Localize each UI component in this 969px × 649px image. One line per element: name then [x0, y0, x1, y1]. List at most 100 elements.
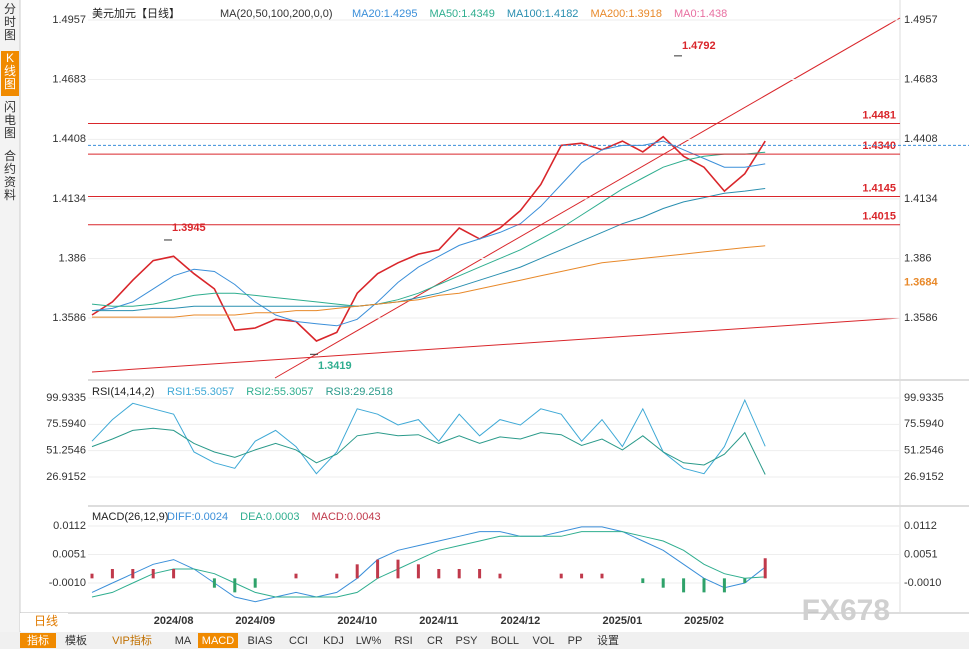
y-tick-label-right: 1.4683 [904, 73, 938, 85]
macd-bar [763, 558, 767, 579]
sidebar-tab[interactable]: 合约资料 [4, 148, 16, 202]
toolbar-tab[interactable]: MACD [202, 635, 234, 647]
y-tick-label: 51.2546 [46, 445, 86, 457]
y-tick-label-right: 1.3586 [904, 312, 938, 324]
x-tick-label: 2024/09 [235, 615, 275, 627]
x-tick-label: 2024/08 [154, 615, 194, 627]
toolbar-tab[interactable]: VIP指标 [112, 633, 152, 647]
macd-bar [722, 578, 726, 593]
y-tick-label: 1.4134 [52, 193, 86, 205]
toolbar-tab[interactable]: RSI [394, 635, 412, 647]
sidebar [0, 0, 20, 649]
toolbar-tab[interactable]: KDJ [323, 635, 344, 647]
watermark: FX678 [802, 594, 890, 627]
y-tick-label-right: 1.4408 [904, 133, 938, 145]
sidebar-tab[interactable]: 分时图 [4, 2, 16, 42]
series-line [91, 151, 766, 307]
legend-entry: RSI1:55.3057 [167, 386, 234, 398]
x-tick-label: 2024/10 [337, 615, 377, 627]
legend-entry: MA200:1.3918 [590, 8, 662, 20]
toolbar-tab[interactable]: CR [427, 635, 443, 647]
macd-bar [212, 578, 216, 588]
annotation-label: 1.3945 [172, 222, 206, 234]
legend-entry: MA100:1.4182 [507, 8, 579, 20]
legend-entry: MACD:0.0043 [311, 511, 380, 523]
y-tick-label: 26.9152 [46, 471, 86, 483]
legend-entry: MA50:1.4349 [429, 8, 494, 20]
macd-bar [457, 568, 461, 579]
macd-bar [396, 559, 400, 579]
macd-bar [641, 578, 645, 584]
y-tick-label-right: 51.2546 [904, 445, 944, 457]
sidebar-tab[interactable]: 闪电图 [4, 100, 16, 140]
macd-bar [110, 568, 114, 579]
legend-entry: DIFF:0.0024 [167, 511, 228, 523]
y-tick-label: 99.9335 [46, 392, 86, 404]
macd-bar [702, 578, 706, 593]
macd-bar [294, 573, 298, 579]
macd-bar [661, 578, 665, 588]
indicator-label: MA(20,50,100,200,0,0) [220, 8, 333, 20]
toolbar-tab[interactable]: PP [568, 635, 583, 647]
macd-bar [131, 568, 135, 579]
legend-entry: MA20:1.4295 [352, 8, 417, 20]
level-label: 1.4340 [862, 140, 896, 152]
toolbar-tab[interactable]: VOL [532, 635, 554, 647]
toolbar-tab[interactable]: 设置 [597, 634, 619, 647]
series-line [91, 531, 766, 598]
series-line [91, 427, 766, 475]
macd-bar [580, 573, 584, 579]
x-tick-label: 2024/11 [419, 615, 458, 627]
toolbar-tab[interactable]: PSY [455, 635, 478, 647]
macd-bar [498, 573, 502, 579]
y-tick-label-right: 75.5940 [904, 418, 944, 430]
level-label: 1.4015 [862, 211, 896, 223]
panel-title: MACD(26,12,9) [92, 511, 168, 523]
macd-bar [253, 578, 257, 588]
macd-bar [559, 573, 563, 579]
y-tick-label-right: 26.9152 [904, 471, 944, 483]
level-label: 1.4145 [862, 182, 896, 194]
annotation-label: 1.3419 [318, 360, 352, 372]
toolbar-tab-active [20, 633, 56, 648]
toolbar [0, 632, 969, 649]
macd-bar [376, 559, 380, 579]
series-line [91, 526, 766, 603]
sidebar-tab-active [1, 51, 19, 96]
period-label[interactable]: 日线 [34, 614, 58, 628]
macd-bar [600, 573, 604, 579]
toolbar-tab[interactable]: 指标 [27, 633, 49, 647]
y-tick-label: 1.4957 [52, 14, 86, 26]
panel-title: RSI(14,14,2) [92, 386, 154, 398]
toolbar-tab[interactable]: MA [175, 635, 192, 647]
sidebar-tab[interactable]: K 线图 [4, 51, 16, 91]
macd-bar [335, 573, 339, 579]
toolbar-tab[interactable]: BIAS [247, 635, 272, 647]
toolbar-tab[interactable]: LW% [356, 635, 382, 647]
annotation-label: 1.4792 [682, 40, 716, 52]
macd-bar [355, 564, 359, 579]
macd-bar [151, 568, 155, 579]
y-tick-label: 0.0112 [53, 520, 86, 532]
y-tick-label-right: -0.0010 [904, 577, 941, 589]
macd-bar [233, 578, 237, 593]
toolbar-tab[interactable]: 模板 [65, 633, 87, 647]
level-label: 1.4481 [862, 109, 896, 121]
series-line [92, 188, 766, 312]
macd-bar [416, 564, 420, 579]
x-tick-label: 2024/12 [501, 615, 541, 627]
toolbar-tab-active [198, 633, 238, 648]
series-line [91, 398, 766, 475]
y-tick-label: 0.0051 [52, 548, 86, 560]
y-tick-label: 1.3586 [52, 312, 86, 324]
trend-line [91, 317, 901, 373]
y-tick-label: 1.4683 [52, 73, 86, 85]
macd-bar [743, 578, 747, 584]
period-box [20, 613, 68, 631]
y-tick-label: -0.0010 [49, 577, 86, 589]
toolbar-tab[interactable]: CCI [289, 635, 308, 647]
legend-entry: RSI2:55.3057 [246, 386, 313, 398]
x-tick-label: 2025/02 [684, 615, 724, 627]
toolbar-tab[interactable]: BOLL [491, 635, 519, 647]
